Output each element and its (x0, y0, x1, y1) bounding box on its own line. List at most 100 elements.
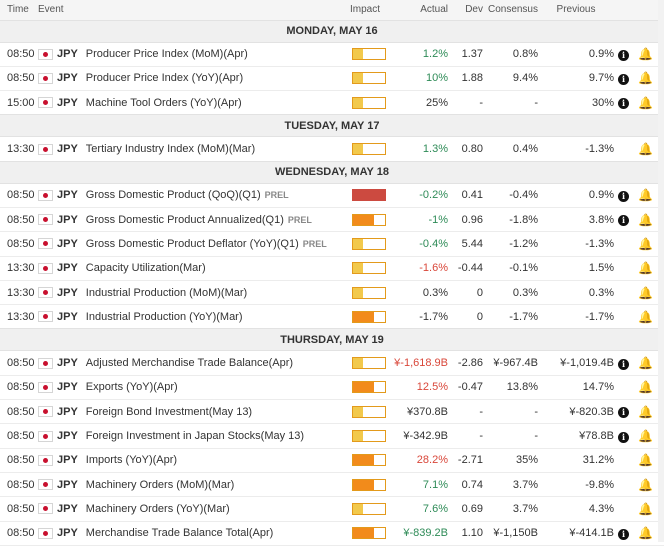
bell-icon[interactable]: 🔔 (638, 285, 653, 300)
japan-flag-icon (38, 143, 53, 155)
event-name[interactable]: Gross Domestic Product Deflator (YoY)(Q1… (85, 237, 299, 250)
event-name[interactable]: Machinery Orders (MoM)(Mar) (85, 478, 235, 491)
bell-icon[interactable]: 🔔 (638, 95, 653, 110)
event-row[interactable]: 08:50 JPY Foreign Bond Investment(May 13) ¥… (0, 400, 664, 424)
event-name[interactable]: Imports (YoY)(Apr) (85, 454, 178, 467)
info-cell: i 🔔 (614, 207, 654, 231)
event-row[interactable]: 08:50 JPY Exports (YoY)(Apr) 12.5% -0.47 13.8… (0, 375, 664, 400)
bell-icon[interactable]: 🔔 (638, 47, 653, 62)
bell-icon[interactable]: 🔔 (638, 501, 653, 516)
event-consensus: 13.8% (506, 381, 538, 394)
info-icon[interactable]: i (618, 407, 629, 419)
event-row[interactable]: 08:50 JPY Imports (YoY)(Apr) 28.2% -2.71 35% 3… (0, 448, 664, 473)
event-actual: -1% (428, 213, 448, 226)
impact-cell (350, 280, 393, 304)
event-row[interactable]: 08:50 JPY Producer Price Index (MoM)(Apr) 1… (0, 42, 664, 67)
info-icon[interactable]: i (618, 190, 629, 202)
bell-icon[interactable]: 🔔 (638, 404, 653, 419)
bell-icon[interactable]: 🔔 (638, 309, 653, 324)
info-cell: i 🔔 (614, 400, 654, 424)
event-previous: 0.9% (588, 48, 614, 61)
event-name[interactable]: Gross Domestic Product Annualized(Q1) (85, 213, 284, 226)
info-icon[interactable]: i (618, 215, 629, 227)
event-name[interactable]: Producer Price Index (YoY)(Apr) (85, 72, 244, 85)
scrollbar[interactable] (658, 0, 664, 542)
info-icon[interactable]: i (618, 98, 629, 110)
event-name[interactable]: Industrial Production (YoY)(Mar) (85, 310, 243, 323)
event-currency: JPY (57, 454, 78, 467)
bell-icon[interactable]: 🔔 (638, 477, 653, 492)
bell-icon[interactable]: 🔔 (638, 453, 653, 468)
bell-icon[interactable]: 🔔 (638, 188, 653, 203)
event-time: 08:50 (7, 48, 35, 61)
date-header-row: TUESDAY, MAY 17 (0, 114, 664, 138)
event-row[interactable]: 13:30 JPY Capacity Utilization(Mar) -1.6% -0… (0, 256, 664, 281)
bell-icon[interactable]: 🔔 (638, 236, 653, 251)
event-row[interactable]: 15:00 JPY Machine Tool Orders (YoY)(Apr) 25… (0, 91, 664, 115)
bell-icon[interactable]: 🔔 (638, 142, 653, 157)
event-cell: JPY Gross Domestic Product Annualized(Q1)… (38, 207, 350, 231)
event-consensus: 3.7% (512, 478, 538, 491)
event-row[interactable]: 08:50 JPY Gross Domestic Product Deflator … (0, 232, 664, 257)
event-name[interactable]: Tertiary Industry Index (MoM)(Mar) (85, 143, 256, 156)
event-name[interactable]: Machinery Orders (YoY)(Mar) (85, 502, 230, 515)
bell-icon[interactable]: 🔔 (638, 526, 653, 541)
event-row[interactable]: 13:30 JPY Industrial Production (YoY)(Mar)… (0, 305, 664, 329)
event-header[interactable]: Event (38, 4, 64, 16)
event-actual: -1.6% (419, 262, 448, 275)
event-actual: 28.2% (416, 454, 448, 467)
event-name[interactable]: Adjusted Merchandise Trade Balance(Apr) (85, 357, 294, 370)
bell-icon[interactable]: 🔔 (638, 356, 653, 371)
info-icon[interactable]: i (618, 431, 629, 443)
event-previous: ¥-414.1B (569, 527, 614, 540)
event-cell: JPY Exports (YoY)(Apr) (38, 375, 350, 399)
event-row[interactable]: 08:50 JPY Merchandise Trade Balance Total(… (0, 521, 664, 546)
calendar-body: MONDAY, MAY 16 08:50 JPY Producer Price In… (0, 19, 664, 546)
event-name[interactable]: Capacity Utilization(Mar) (85, 262, 206, 275)
event-name[interactable]: Exports (YoY)(Apr) (85, 381, 178, 394)
event-name[interactable]: Gross Domestic Product (QoQ)(Q1) (85, 189, 261, 202)
event-name[interactable]: Foreign Investment in Japan Stocks(May 1… (85, 430, 305, 443)
event-row[interactable]: 13:30 JPY Industrial Production (MoM)(Mar)… (0, 280, 664, 305)
actual-header[interactable]: Actual (420, 4, 448, 16)
bell-icon[interactable]: 🔔 (638, 212, 653, 227)
event-name[interactable]: Machine Tool Orders (YoY)(Apr) (85, 96, 242, 109)
info-icon[interactable]: i (618, 358, 629, 370)
impact-header[interactable]: Impact (350, 4, 381, 16)
event-time: 08:50 (7, 237, 35, 250)
info-icon[interactable]: i (618, 74, 629, 86)
dev-header[interactable]: Dev (465, 4, 483, 16)
bell-icon[interactable]: 🔔 (638, 429, 653, 443)
info-icon[interactable]: i (618, 528, 629, 540)
event-consensus: 0.4% (512, 143, 538, 156)
event-currency: JPY (57, 96, 78, 109)
event-previous: ¥78.8B (579, 430, 614, 442)
time-header[interactable]: Time (7, 4, 29, 16)
event-row[interactable]: 08:50 JPY Adjusted Merchandise Trade Balan… (0, 351, 664, 376)
previous-header[interactable]: Previous (556, 4, 596, 16)
info-icon[interactable]: i (618, 49, 629, 61)
event-previous: 14.7% (582, 381, 614, 394)
bell-icon[interactable]: 🔔 (638, 261, 653, 276)
event-name[interactable]: Industrial Production (MoM)(Mar) (85, 286, 248, 299)
event-cell: JPY Industrial Production (MoM)(Mar) (38, 280, 350, 304)
event-name[interactable]: Producer Price Index (MoM)(Apr) (85, 48, 248, 61)
bell-icon[interactable]: 🔔 (638, 71, 653, 86)
event-row[interactable]: 13:30 JPY Tertiary Industry Index (MoM)(Ma… (0, 137, 664, 162)
event-actual: 0.3% (422, 286, 448, 299)
event-consensus: ¥-967.4B (493, 357, 538, 370)
event-row[interactable]: 08:50 JPY Gross Domestic Product (QoQ)(Q1)… (0, 183, 664, 208)
event-time: 08:50 (7, 357, 35, 370)
event-name[interactable]: Foreign Bond Investment(May 13) (85, 405, 253, 418)
consensus-header[interactable]: Consensus (487, 4, 538, 16)
event-name[interactable]: Merchandise Trade Balance Total(Apr) (85, 527, 274, 540)
event-row[interactable]: 08:50 JPY Machinery Orders (MoM)(Mar) 7.1% 0… (0, 472, 664, 497)
event-time: 08:50 (7, 189, 35, 202)
event-row[interactable]: 08:50 JPY Gross Domestic Product Annualize… (0, 207, 664, 232)
event-currency: JPY (57, 405, 78, 418)
bell-icon[interactable]: 🔔 (638, 380, 653, 395)
event-row[interactable]: 08:50 JPY Foreign Investment in Japan Stoc… (0, 424, 664, 449)
event-row[interactable]: 08:50 JPY Machinery Orders (YoY)(Mar) 7.6% 0… (0, 497, 664, 522)
event-previous: -1.3% (585, 237, 614, 250)
event-row[interactable]: 08:50 JPY Producer Price Index (YoY)(Apr) 1… (0, 66, 664, 91)
